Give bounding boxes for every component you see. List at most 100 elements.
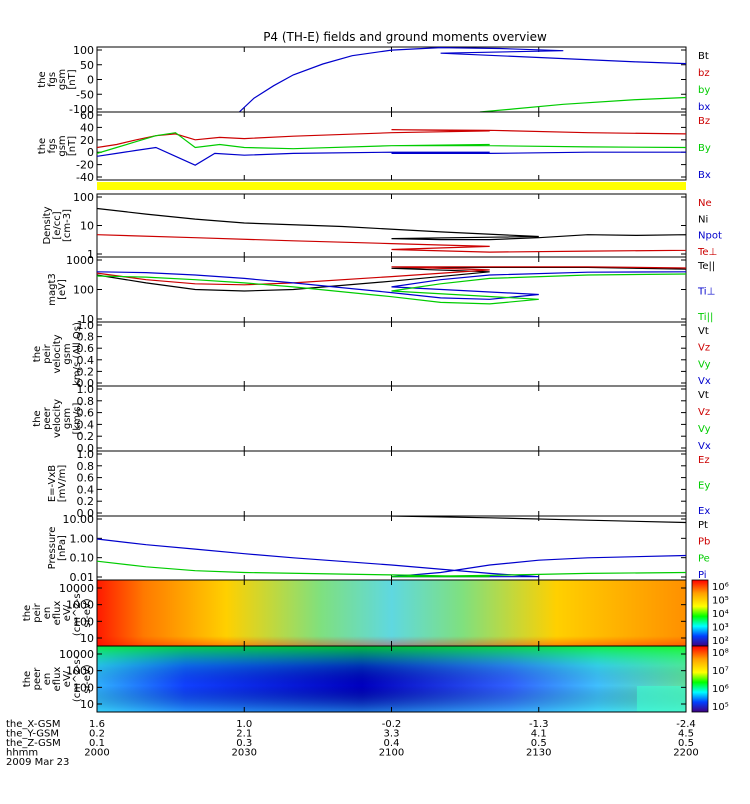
y-axis-label: [mV/m] [57,465,68,503]
y-tick-label: 10.00 [63,513,95,526]
y-tick-label: 100 [73,191,94,204]
legend-by: by [698,85,710,96]
quality-flag-bar [97,182,686,190]
panel-frame [97,451,686,516]
panel-frame [97,322,686,386]
colorbar-tick-label: 10³ [712,623,729,634]
legend-Te⊥: Te⊥ [697,247,717,258]
legend-Vt: Vt [698,390,709,401]
y-tick-label: -50 [76,88,94,101]
panel-frame [97,194,686,257]
legend-Ne: Ne [698,198,712,209]
y-tick-label: 40 [80,121,94,134]
y-tick-label: -40 [76,171,94,184]
colorbar [692,646,708,712]
series-Ne [97,230,750,252]
y-axis-label: [eV] [57,279,68,300]
colorbar-tick-label: 10² [712,636,729,647]
y-tick-label: 60 [80,109,94,122]
legend-Te||: Te|| [697,261,715,272]
series-bx [239,48,750,112]
y-tick-label: 0 [87,74,94,87]
footer-row-label: 2009 Mar 23 [6,757,69,768]
footer-value: 2200 [673,748,698,759]
footer-value: 2000 [84,748,109,759]
colorbar-tick-label: 10⁶ [712,684,729,695]
legend-bz: bz [698,68,710,79]
y-axis-label: [nT] [67,136,78,156]
y-tick-label: 100 [73,284,94,297]
legend-Vz: Vz [698,407,710,418]
legend-Ti⊥: Ti⊥ [697,287,715,298]
y-tick-label: 0.10 [70,552,95,565]
colorbar-tick-label: 10⁵ [712,702,729,713]
y-tick-label: 1.00 [70,532,95,545]
legend-Vz: Vz [698,343,710,354]
y-tick-label: 20 [80,134,94,147]
spectrogram-overlay [97,580,686,646]
series-By [97,133,750,154]
legend-Ti||: Ti|| [697,312,713,323]
y-axis-label: sr-eV) [82,664,93,693]
y-tick-label: 10 [80,220,94,233]
y-tick-label: 50 [80,59,94,72]
y-axis-label: sr-eV) [82,598,93,627]
colorbar-tick-label: 10⁸ [712,648,729,659]
series-Ni [97,209,750,240]
legend-Npot: Npot [698,231,722,242]
legend-Vx: Vx [698,376,711,387]
colorbar-tick-label: 10⁴ [712,609,729,620]
y-axis-label: [nPa] [57,535,68,561]
series-Te|| [97,267,750,302]
legend-Bz: Bz [698,116,710,127]
spectrogram-overlay [97,646,686,712]
y-axis-label: [nT] [67,69,78,89]
legend-Bx: Bx [698,170,711,181]
y-tick-label: 0 [87,146,94,159]
series-Bx [97,148,750,166]
y-axis-label: km/s (All Qs) [72,322,83,386]
spectrogram-patch [637,686,686,712]
panel-frame [97,386,686,451]
y-axis-label: [km/s] [72,402,83,434]
colorbar-tick-label: 10⁵ [712,596,729,607]
colorbar-tick-label: 10⁷ [712,666,729,677]
y-tick-label: 100 [73,44,94,57]
colorbar-tick-label: 10⁶ [712,582,729,593]
y-tick-label: -20 [76,159,94,172]
legend-By: By [698,143,711,154]
legend-Vy: Vy [698,359,711,370]
legend-Vy: Vy [698,424,711,435]
legend-Vx: Vx [698,441,711,452]
legend-Vt: Vt [698,326,709,337]
figure-title: P4 (TH-E) fields and ground moments over… [263,30,547,44]
legend-Pt: Pt [698,520,708,531]
legend-Bt: Bt [698,51,709,62]
series-Npot [686,196,750,197]
legend-Ey: Ey [698,481,710,492]
series-Pe [97,561,686,577]
colorbar [692,580,708,646]
legend-Ni: Ni [698,214,708,225]
footer-value: 2030 [232,748,257,759]
legend-Pi: Pi [698,570,707,581]
footer-value: 2100 [379,748,404,759]
legend-Ez: Ez [698,455,710,466]
legend-Ex: Ex [698,506,710,517]
footer-value: 2130 [526,748,551,759]
series-Pt [392,516,750,527]
legend-bx: bx [698,102,710,113]
legend-Pe: Pe [698,553,710,564]
